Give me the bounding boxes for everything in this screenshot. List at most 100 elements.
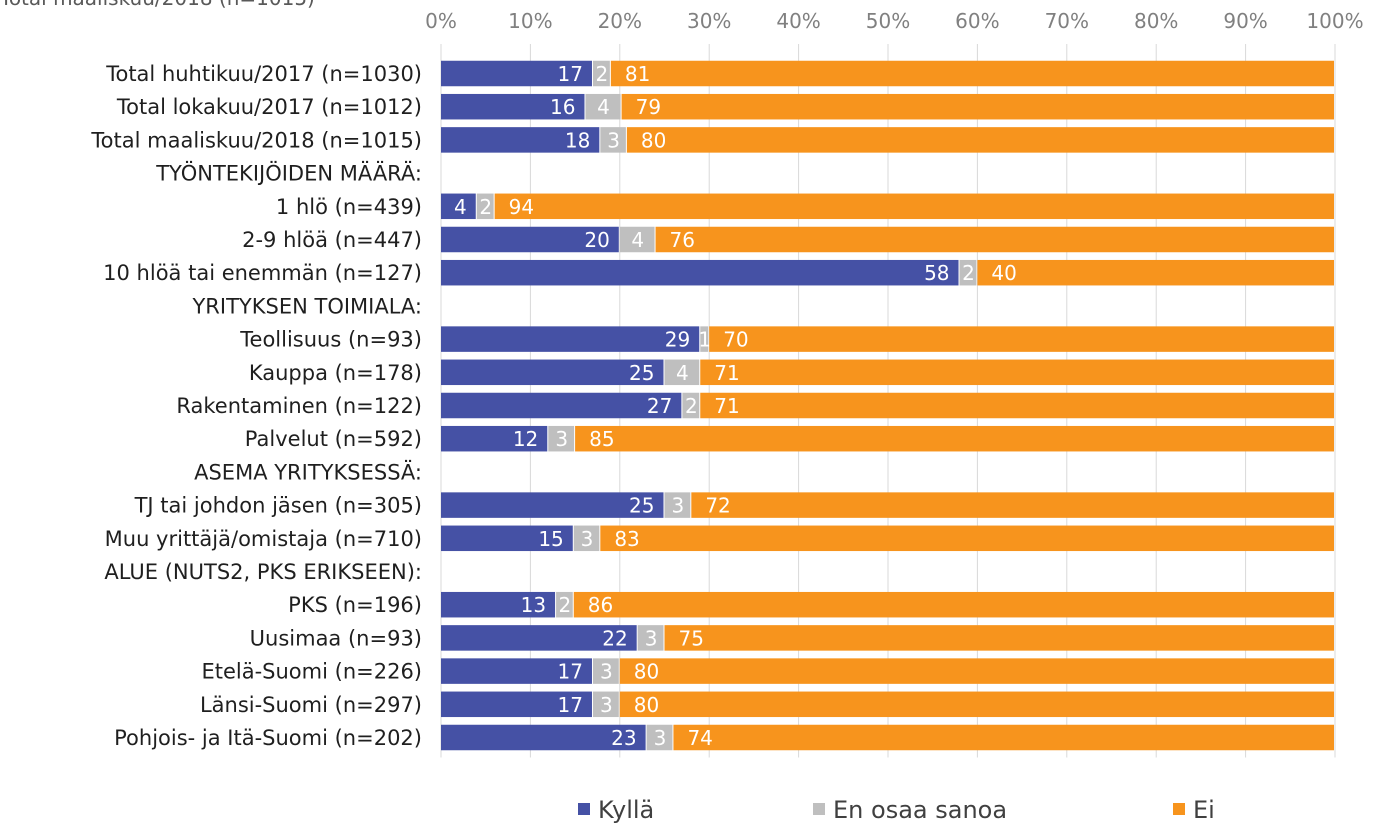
data-label: 85 (589, 427, 614, 451)
data-label: 83 (614, 527, 639, 551)
bar-segment (621, 93, 1334, 120)
bar-segment (556, 591, 573, 618)
legend-item: Kyllä (578, 796, 654, 824)
bar-segment (700, 359, 1334, 386)
data-label: 4 (454, 195, 467, 219)
data-label: 4 (597, 95, 610, 119)
data-label: 3 (654, 726, 667, 750)
data-label: 29 (665, 328, 690, 352)
bar-segment (592, 658, 619, 684)
x-tick-labels: 0% 10% 20% 30% 40% 50% 60% 70% 80% 90% 100% (425, 9, 1363, 33)
bar-segment (441, 492, 664, 518)
data-label: 81 (625, 62, 650, 86)
bar-segment (441, 625, 637, 651)
bar-segment (637, 625, 664, 651)
data-label: 15 (538, 527, 563, 551)
data-label: 71 (714, 394, 739, 418)
bar-segment (573, 525, 600, 552)
x-tick-label: 0% (425, 9, 457, 33)
x-tick-label: 90% (1223, 9, 1267, 33)
data-label: 2 (685, 394, 698, 418)
category-label: Teollisuus (n=93) (239, 328, 422, 352)
category-label: Total lokakuu/2017 (n=1012) (116, 95, 422, 119)
bar-segment (664, 625, 1334, 651)
bar-segment (441, 259, 959, 286)
bar-segment (700, 392, 1334, 419)
category-labels: Total huhtikuu/2017 (n=1030) Total lokaku… (90, 62, 422, 750)
bar-segment (592, 60, 610, 87)
bar-segment (441, 392, 682, 419)
bar-segment (646, 724, 673, 751)
category-label: 1 hlö (n=439) (276, 195, 422, 219)
data-label: 2 (479, 195, 492, 219)
data-label: 75 (679, 626, 704, 650)
bar-segment (441, 591, 556, 618)
category-label: Palvelut (n=592) (245, 427, 422, 451)
bar-segment (548, 425, 575, 452)
data-label: 3 (555, 427, 568, 451)
bar-segment (619, 691, 1334, 718)
bar-segment (600, 525, 1334, 552)
data-label: 94 (509, 195, 534, 219)
category-label: Kauppa (n=178) (249, 361, 422, 385)
data-label: 25 (629, 494, 654, 518)
bar-segment (441, 326, 700, 352)
bar-segment (626, 127, 1334, 153)
data-label: 72 (705, 494, 730, 518)
legend: Kyllä En osaa sanoa Ei (578, 796, 1215, 824)
bar-segment (655, 226, 1334, 253)
data-label: 12 (513, 427, 538, 451)
category-label: Länsi-Suomi (n=297) (200, 693, 422, 717)
data-label: 3 (607, 128, 620, 152)
legend-swatch (578, 803, 590, 815)
data-label: 3 (600, 693, 613, 717)
bar-segment (610, 60, 1334, 87)
data-label: 27 (647, 394, 672, 418)
data-label: 20 (584, 228, 609, 252)
x-tick-label: 30% (687, 9, 731, 33)
bar-segment (494, 193, 1334, 220)
bar-segment (592, 691, 619, 718)
bar-segment (619, 658, 1334, 684)
category-label: Uusimaa (n=93) (250, 626, 422, 650)
legend-item: En osaa sanoa (813, 796, 1007, 824)
category-label: Total maaliskuu/2018 (n=1015) (90, 128, 422, 152)
top-note: Total maaliskuu/2018 (n=1015) (0, 0, 315, 10)
bar-segment (600, 127, 626, 153)
bar-segment (673, 724, 1334, 751)
x-tick-label: 80% (1134, 9, 1178, 33)
bar-segment (619, 226, 655, 253)
bar-segment (959, 259, 977, 286)
x-tick-label: 60% (955, 9, 999, 33)
data-label: 80 (641, 128, 666, 152)
bar-segment (441, 226, 619, 253)
category-label: TYÖNTEKIJÖIDEN MÄÄRÄ: (155, 161, 422, 186)
bar-segment (441, 359, 664, 386)
category-label: 2-9 hlöä (n=447) (242, 228, 422, 252)
category-label: YRITYKSEN TOIMIALA: (191, 294, 422, 318)
bar-segment (476, 193, 494, 220)
data-label: 2 (962, 261, 975, 285)
data-label: 3 (672, 494, 685, 518)
x-tick-label: 40% (776, 9, 820, 33)
x-tick-label: 20% (598, 9, 642, 33)
data-label: 80 (634, 693, 659, 717)
bar-segment (585, 93, 621, 120)
data-label: 17 (558, 660, 583, 684)
x-tick-label: 70% (1045, 9, 1089, 33)
data-label: 79 (636, 95, 661, 119)
bar-segment (441, 525, 573, 552)
data-label: 74 (687, 726, 712, 750)
data-label: 4 (631, 228, 644, 252)
x-tick-label: 10% (508, 9, 552, 33)
data-label: 71 (714, 361, 739, 385)
data-label: 16 (550, 95, 575, 119)
category-label: Total huhtikuu/2017 (n=1030) (105, 62, 422, 86)
data-label: 86 (588, 593, 613, 617)
category-label: Rakentaminen (n=122) (176, 394, 422, 418)
data-label: 25 (629, 361, 654, 385)
legend-swatch (1173, 803, 1185, 815)
category-label: Pohjois- ja Itä-Suomi (n=202) (114, 726, 422, 750)
data-label: 23 (611, 726, 636, 750)
